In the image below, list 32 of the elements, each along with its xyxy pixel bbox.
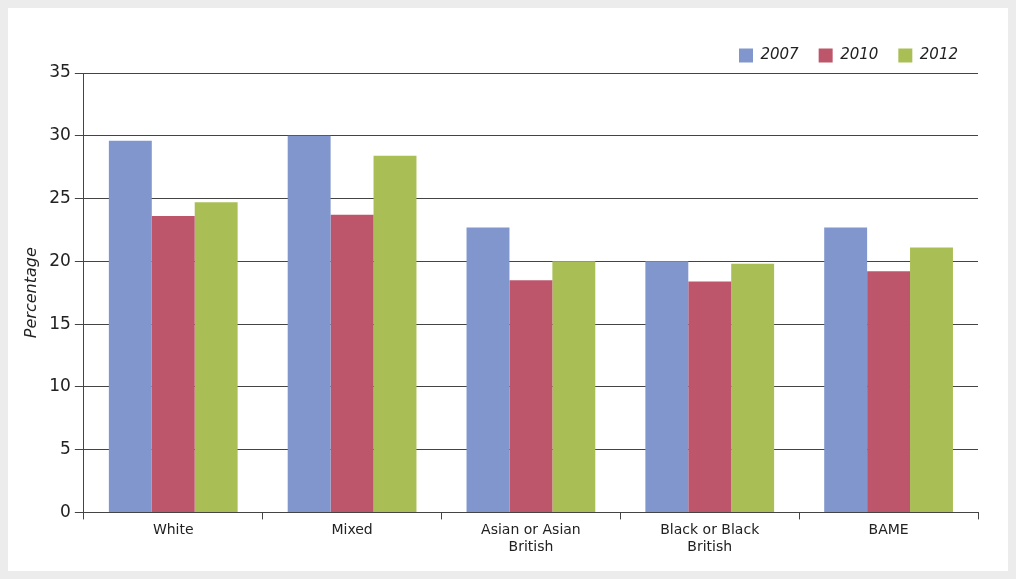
y-tick-label: 20 — [49, 249, 71, 270]
x-tick-label: Asian or Asian British — [481, 521, 581, 555]
y-tick-label: 35 — [49, 61, 71, 82]
bar — [466, 227, 510, 512]
y-axis-title: Percentage — [20, 247, 40, 339]
bar — [688, 281, 732, 512]
bar — [552, 261, 596, 512]
x-tick-label: BAME — [868, 521, 909, 538]
y-tick-label: 5 — [60, 438, 71, 459]
bar — [330, 214, 374, 512]
bar — [509, 280, 553, 512]
y-tick-label: 25 — [49, 186, 71, 207]
x-tick-label: Black or Black British — [660, 521, 761, 555]
bar — [824, 227, 868, 512]
legend-label: 2012 — [919, 45, 959, 64]
bar — [194, 202, 238, 512]
bar — [151, 216, 195, 512]
x-tick-label: White — [152, 521, 194, 538]
legend-label: 2010 — [840, 45, 879, 64]
bar — [287, 135, 331, 512]
bar — [373, 155, 417, 512]
bar — [910, 247, 953, 512]
y-tick-label: 0 — [60, 500, 71, 521]
y-tick-label: 10 — [49, 375, 71, 396]
bar — [645, 261, 689, 512]
y-tick-label: 30 — [49, 124, 71, 145]
bar — [867, 271, 911, 512]
y-tick-label: 15 — [49, 312, 71, 333]
bar — [731, 263, 775, 512]
bar — [108, 140, 152, 512]
x-tick-label: Mixed — [331, 521, 373, 538]
legend-label: 2007 — [760, 45, 800, 64]
